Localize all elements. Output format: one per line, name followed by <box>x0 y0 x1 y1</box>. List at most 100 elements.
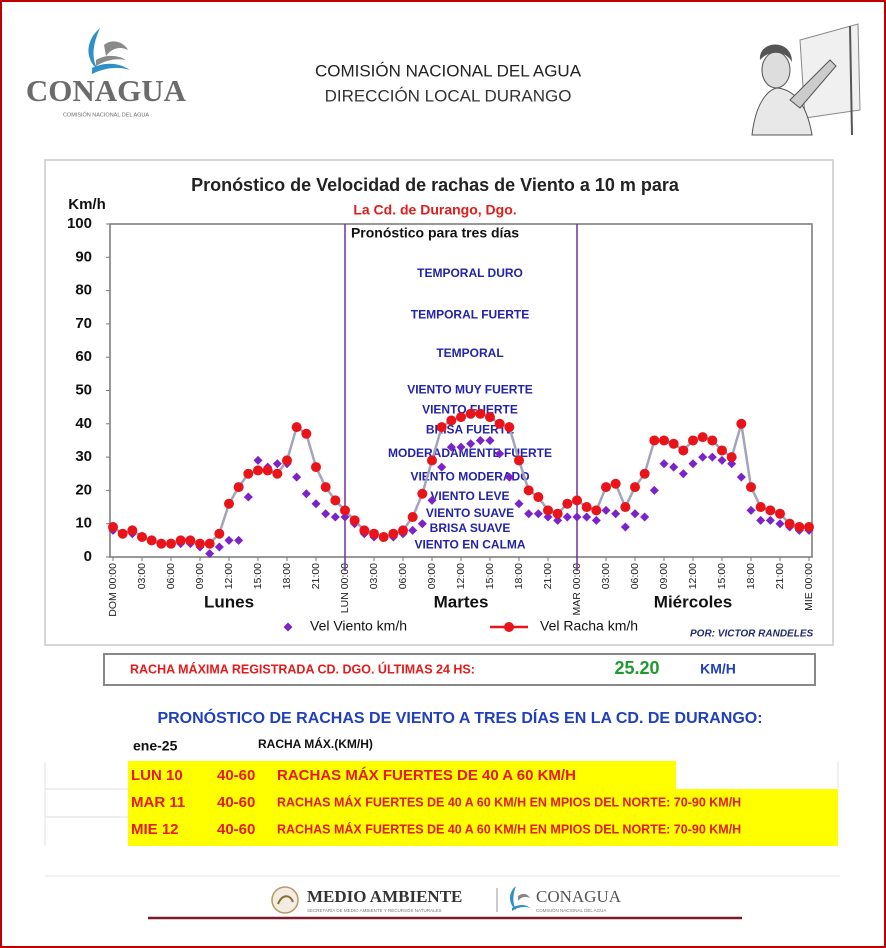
point <box>234 535 244 545</box>
legend-label: Vel Viento km/h <box>310 618 407 634</box>
max-gust-value: 25.20 <box>614 658 659 678</box>
point <box>591 515 601 525</box>
wind-category: TEMPORAL FUERTE <box>411 308 529 322</box>
point <box>378 532 389 543</box>
point <box>156 538 167 549</box>
point <box>523 485 534 496</box>
point <box>301 489 311 499</box>
y-tick-label: 20 <box>75 481 92 498</box>
legend-label: Vel Racha km/h <box>540 618 638 634</box>
max-gust-unit: KM/H <box>700 661 736 677</box>
point <box>572 495 582 506</box>
point <box>765 515 775 525</box>
point <box>582 512 592 522</box>
point <box>746 505 756 515</box>
credit: POR: VICTOR RANDELES <box>690 629 813 640</box>
point <box>427 495 437 505</box>
forecast-cell: RACHAS MÁX FUERTES DE 40 A 60 KM/H EN MP… <box>277 821 741 836</box>
x-tick-label: 18:00 <box>513 563 525 589</box>
chart-subtitle: Pronóstico para tres días <box>351 225 519 241</box>
point <box>610 478 621 489</box>
forecast-cell: 40-60 <box>217 821 255 838</box>
y-axis-label: Km/h <box>68 196 106 213</box>
x-tick-label: DOM 00:00 <box>107 563 119 617</box>
point <box>562 512 572 522</box>
point <box>630 482 640 493</box>
x-tick-label: 09:00 <box>194 563 206 589</box>
footer-brand: CONAGUA <box>536 887 622 906</box>
forecast-cell: 40-60 <box>217 767 255 784</box>
wind-category: TEMPORAL DURO <box>417 266 523 280</box>
point <box>272 468 283 479</box>
row-highlight <box>128 789 838 846</box>
point <box>688 459 698 469</box>
point <box>707 435 718 446</box>
point <box>533 492 544 503</box>
point <box>620 502 631 513</box>
day-label: Martes <box>434 592 489 611</box>
footer-brand-sub: SECRETARÍA DE MEDIO AMBIENTE Y RECURSOS … <box>307 907 441 913</box>
point <box>436 422 447 433</box>
chart-title: Pronóstico de Velocidad de rachas de Vie… <box>191 175 680 195</box>
point <box>262 465 273 476</box>
wind-category: BRISA SUAVE <box>430 521 511 535</box>
point <box>717 455 727 465</box>
point <box>601 505 611 515</box>
point <box>359 525 370 536</box>
x-tick-label: 15:00 <box>252 563 264 589</box>
x-tick-label: LUN 00:00 <box>339 563 351 613</box>
chart-frame <box>44 159 834 646</box>
x-tick-label: 18:00 <box>745 563 757 589</box>
point <box>784 518 795 529</box>
y-tick-label: 40 <box>75 415 92 432</box>
point <box>495 449 505 459</box>
point <box>736 472 746 482</box>
point <box>688 435 698 446</box>
wind-category: VIENTO MODERADO <box>410 469 529 483</box>
point <box>562 498 573 509</box>
x-tick-label: MAR 00:00 <box>571 563 583 616</box>
y-tick-label: 90 <box>75 248 92 265</box>
point <box>224 498 234 509</box>
point <box>408 525 418 535</box>
point <box>726 452 737 463</box>
x-tick-label: 03:00 <box>600 563 612 589</box>
point <box>649 435 660 446</box>
point <box>794 522 805 533</box>
max-gust-box <box>103 653 816 686</box>
point <box>320 482 331 493</box>
forecast-rows: LUN 10 40-60 RACHAS MÁX FUERTES DE 40 A 60… <box>131 767 741 838</box>
day-label: Miércoles <box>654 592 732 611</box>
chart-subtitle: La Cd. de Durango, Dgo. <box>353 202 516 218</box>
footer-brand-sub: COMISIÓN NACIONAL DEL AGUA <box>536 907 606 913</box>
y-tick-label: 30 <box>75 448 92 465</box>
x-tick-label: 09:00 <box>658 563 670 589</box>
y-tick-label: 100 <box>67 215 92 232</box>
point <box>659 435 669 446</box>
point <box>137 532 147 543</box>
point <box>127 525 138 536</box>
heroine-illustration <box>751 23 861 136</box>
point <box>321 509 331 519</box>
x-tick-label: 06:00 <box>397 563 409 589</box>
point <box>475 408 486 419</box>
point <box>427 455 437 466</box>
x-tick-label: MIE 00:00 <box>803 563 815 611</box>
point <box>233 482 244 493</box>
point <box>543 505 553 516</box>
point <box>620 522 630 532</box>
point <box>398 525 408 536</box>
point <box>804 522 814 533</box>
point <box>465 408 476 419</box>
point <box>166 538 176 549</box>
x-tick-label: 12:00 <box>687 563 699 589</box>
point <box>301 428 312 439</box>
point <box>485 435 495 445</box>
y-tick-label: 60 <box>75 348 92 365</box>
point <box>311 499 321 509</box>
point <box>330 512 340 522</box>
point <box>533 509 543 519</box>
point <box>185 535 196 546</box>
point <box>272 459 282 469</box>
conagua-logo <box>88 28 130 74</box>
